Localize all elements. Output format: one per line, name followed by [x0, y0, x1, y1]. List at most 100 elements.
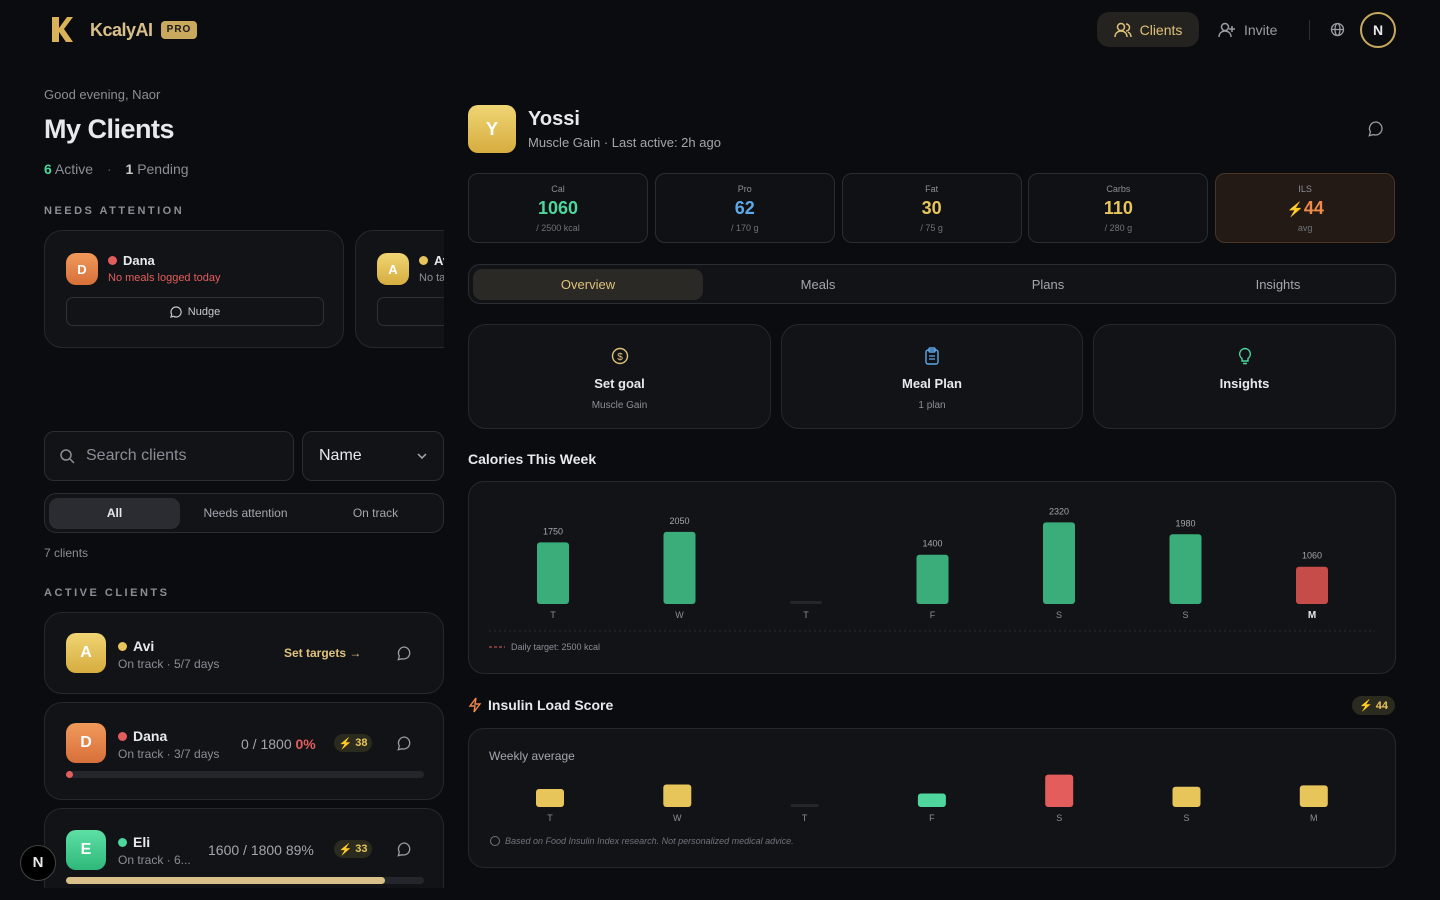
status: On track · 5/7 days: [118, 657, 220, 671]
nav-invite[interactable]: Invite: [1218, 12, 1288, 47]
chat-icon: [169, 305, 182, 318]
insulin-card: Weekly average T W T F S S M Based on Food Insul…: [468, 728, 1396, 868]
value-label: 2320: [1049, 506, 1069, 516]
pro-badge: PRO: [161, 21, 197, 39]
client-card[interactable]: D Dana On track · 3/7 days 0 / 1800 0% ⚡…: [44, 702, 444, 800]
tab-insights[interactable]: Insights: [1255, 277, 1301, 292]
value-label: 1400: [922, 539, 942, 549]
bar: [1169, 534, 1202, 604]
ils-badge: ⚡ 44: [1352, 696, 1395, 715]
avatar: A: [377, 253, 409, 285]
button[interactable]: [377, 297, 444, 326]
counts: 6 Active · 1 Pending: [44, 161, 189, 177]
action-title: Insights: [1219, 376, 1270, 391]
client-name: Eli: [118, 834, 150, 850]
greeting: Good evening, Naor: [44, 87, 161, 102]
action-card[interactable]: Meal Plan 1 plan: [781, 324, 1083, 429]
bar: [536, 789, 564, 807]
action-title: Meal Plan: [902, 376, 962, 391]
macro-target: / 75 g: [920, 223, 943, 233]
sort-label: Name: [319, 447, 362, 464]
x-tick-label: T: [547, 813, 553, 823]
brand: KcalyAI: [90, 20, 153, 40]
chart-subtitle: Weekly average: [489, 749, 575, 763]
intake: 0 / 1800 0%: [241, 736, 316, 752]
macro-card: Cal 1060 / 2500 kcal: [468, 173, 648, 243]
bar: [537, 542, 569, 604]
empty-bar: [790, 601, 822, 604]
action-card[interactable]: $ Set goal Muscle Gain: [468, 324, 771, 429]
action-sub: Muscle Gain: [591, 400, 648, 411]
nav-clients[interactable]: Clients: [1097, 12, 1199, 47]
nav-label: Clients: [1139, 21, 1183, 38]
x-tick-label: S: [1183, 813, 1189, 823]
calories-chart: 1750 T 2050 W T 1400 F 2320 S 1980 S 1060 M Daily tar…: [489, 506, 1375, 652]
action-card[interactable]: Insights: [1093, 324, 1396, 429]
client-card[interactable]: E Eli On track · 6... 1600 / 1800 89% ⚡ 3…: [44, 808, 444, 888]
invite-icon: [1218, 22, 1235, 37]
user-avatar[interactable]: N: [1360, 12, 1396, 48]
globe-icon[interactable]: [1330, 22, 1345, 37]
intake-text: 0 / 1800: [241, 736, 292, 752]
chevron: [417, 453, 427, 459]
section-heading: ACTIVE CLIENTS: [44, 587, 170, 599]
x-tick-label: W: [673, 813, 682, 823]
filter-on-track[interactable]: On track: [352, 506, 399, 520]
action-title: Set goal: [594, 376, 645, 391]
status: On track · 6...: [118, 853, 191, 867]
x-tick-label: S: [1056, 813, 1062, 823]
bar: [1299, 785, 1328, 807]
active-label: Active: [54, 161, 94, 177]
bar: [663, 531, 696, 604]
active-count: 6: [44, 161, 52, 177]
intake-text: 1600 / 1800: [208, 842, 282, 858]
intake: 1600 / 1800 89%: [208, 842, 314, 858]
chat-icon[interactable]: [397, 736, 412, 751]
avatar: D: [66, 723, 106, 763]
macro-target: / 170 g: [731, 223, 759, 233]
progress-track: [66, 877, 424, 884]
goal-icon: $: [611, 347, 628, 365]
client-avatar: Y: [468, 105, 516, 153]
chat-icon[interactable]: [1368, 121, 1384, 137]
clients-icon: [1113, 22, 1132, 37]
logo: [50, 16, 74, 43]
attention-strip: D Dana No meals logged today Nudge A Avi…: [44, 230, 444, 350]
x-tick-label: T: [802, 813, 808, 823]
value: 62: [734, 198, 755, 218]
dev-badge[interactable]: N: [20, 845, 56, 881]
sort-select[interactable]: Name: [302, 431, 444, 481]
filter-tabs: All Needs attention On track: [44, 493, 444, 533]
client-subtitle: Muscle Gain · Last active: 2h ago: [528, 135, 721, 150]
x-tick-label: T: [550, 610, 556, 620]
filter-attention[interactable]: Needs attention: [203, 506, 288, 520]
pending-count: 1: [125, 161, 134, 177]
chart-title: Calories This Week: [468, 451, 597, 467]
insulin-chart: Weekly average T W T F S S M Based on Food Insul…: [489, 749, 1328, 846]
macro-label: Pro: [737, 184, 752, 194]
empty-bar: [790, 804, 819, 807]
macro-value: 110: [1029, 198, 1207, 219]
bulb-icon: [1238, 347, 1251, 365]
search-box[interactable]: Search clients: [44, 431, 294, 481]
value: 110: [1103, 198, 1133, 218]
client-name: Avi: [419, 253, 444, 268]
macro-value: 1060: [469, 198, 647, 219]
bar: [1172, 786, 1201, 807]
x-tick-label: M: [1308, 610, 1316, 621]
bar: [663, 784, 692, 807]
nudge-button[interactable]: Nudge: [66, 297, 324, 326]
chat-icon[interactable]: [397, 842, 412, 857]
filter-all[interactable]: All: [49, 498, 180, 529]
client-name: Dana: [108, 253, 155, 268]
set-targets[interactable]: Set targets →: [284, 646, 362, 660]
avatar: A: [66, 633, 106, 673]
tab-overview[interactable]: Overview: [473, 269, 703, 300]
chat-icon[interactable]: [397, 646, 412, 661]
tab-meals[interactable]: Meals: [800, 277, 836, 292]
legend-label: Daily target: 2500 kcal: [511, 642, 600, 652]
client-card[interactable]: A Avi On track · 5/7 days Set targets →: [44, 612, 444, 694]
macro-target: avg: [1297, 223, 1313, 233]
tab-plans[interactable]: Plans: [1031, 277, 1065, 292]
